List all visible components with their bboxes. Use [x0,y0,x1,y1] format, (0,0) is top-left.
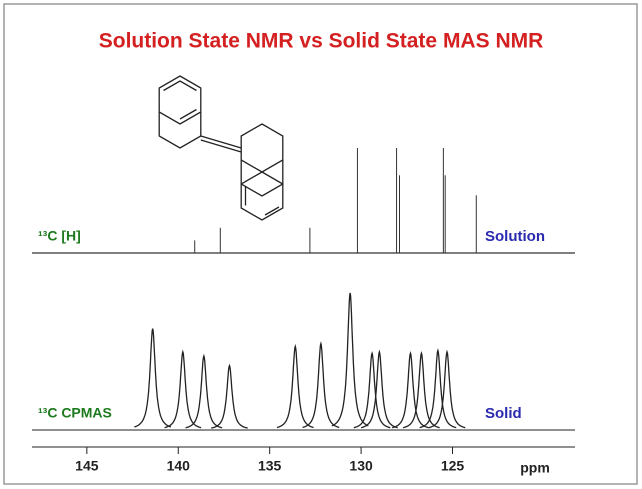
x-tick-label: 125 [441,458,465,474]
peak [353,351,391,429]
peak [331,292,369,427]
series-label: ¹³C CPMAS [38,405,112,421]
peak [164,349,202,429]
frame [3,3,638,485]
series-name: Solution [485,228,545,245]
peak [134,328,172,428]
peak [302,341,340,429]
peak [392,351,429,429]
molecule [158,75,284,221]
x-tick-label: 140 [167,458,191,474]
x-axis-label: ppm [520,460,550,476]
peak [428,349,466,429]
series-name: Solid [485,405,522,422]
peak [211,363,248,429]
peak [360,349,398,429]
x-tick-label: 130 [349,458,373,474]
chart-title: Solution State NMR vs Solid State MAS NM… [99,30,544,53]
peak [419,348,457,429]
series-label: ¹³C [H] [38,228,81,244]
x-tick-label: 135 [258,458,282,474]
peak [185,353,223,429]
x-tick-label: 145 [75,458,99,474]
